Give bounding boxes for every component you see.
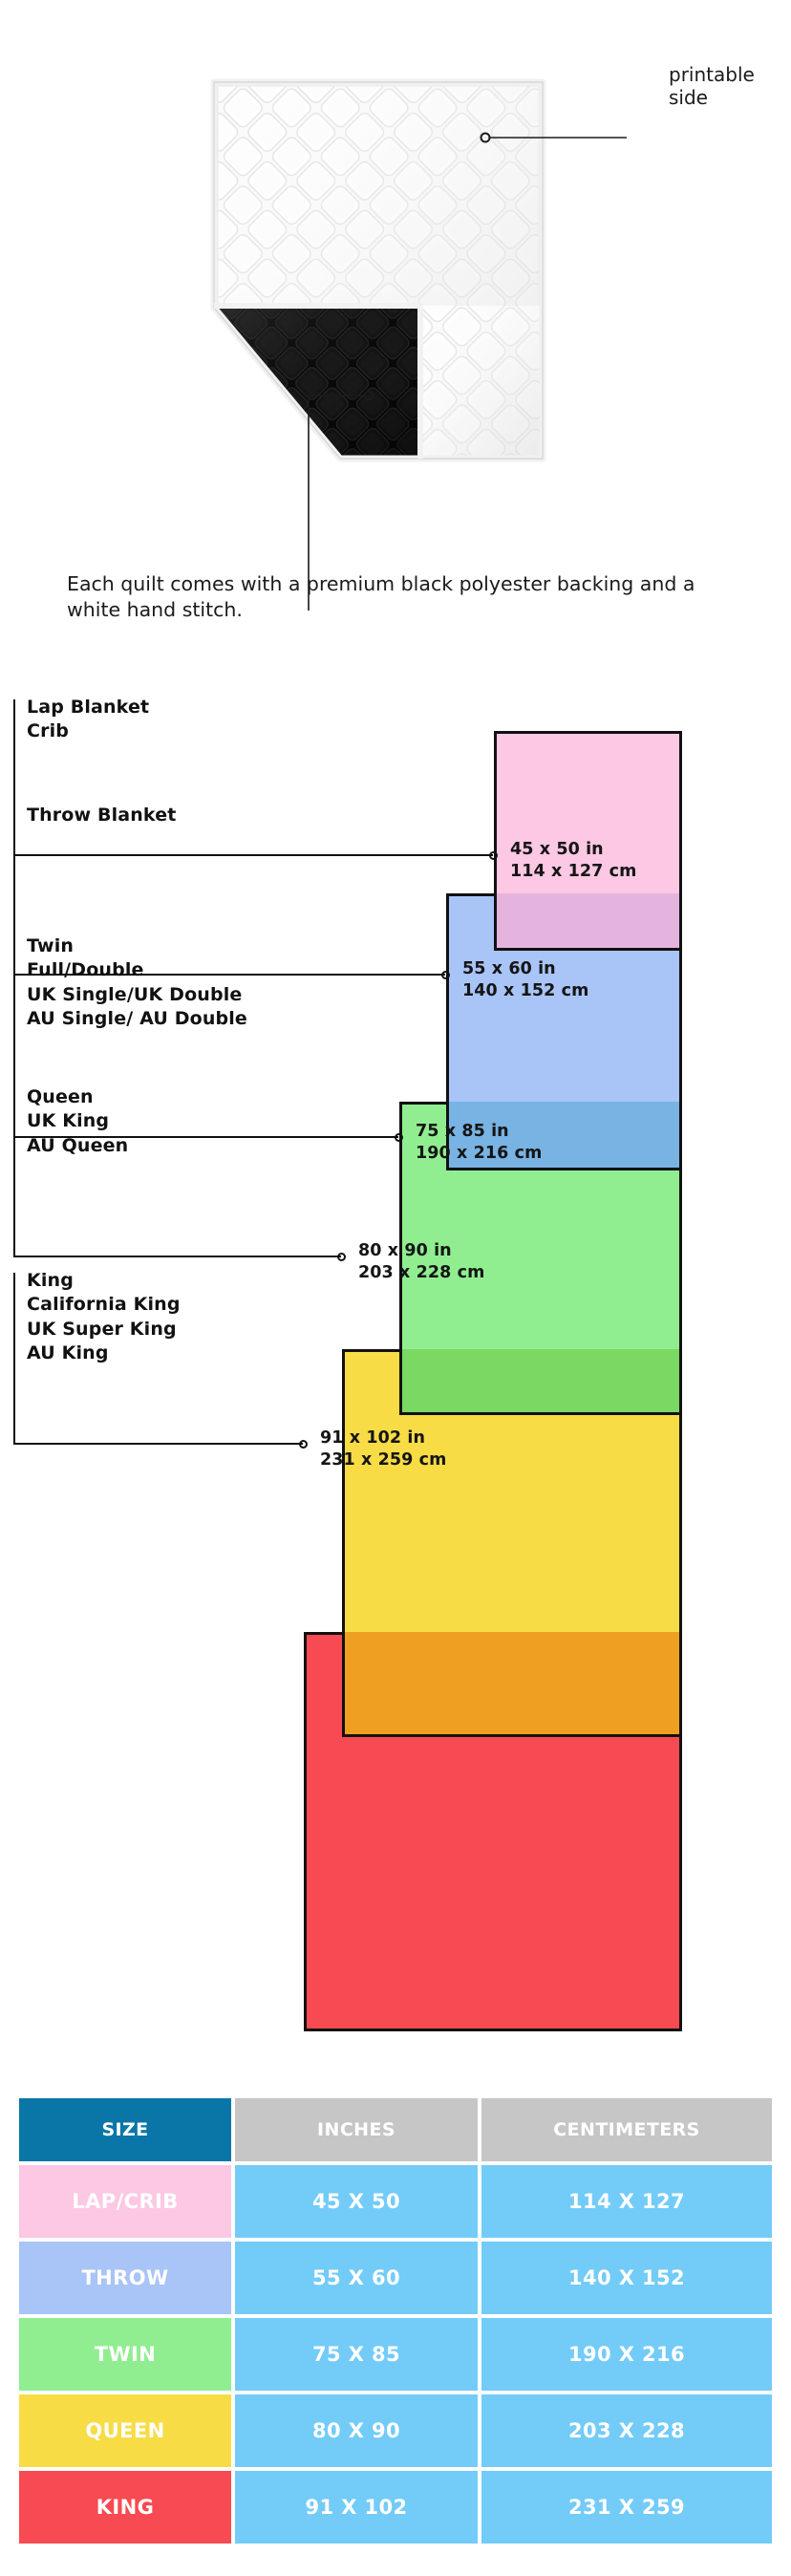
table-header-size: SIZE bbox=[19, 2098, 231, 2161]
size-names-queen: Queen UK King AU Queen bbox=[27, 1086, 129, 1156]
leader-vertical-lap-crib bbox=[13, 699, 15, 856]
table-header-centimeters: CENTIMETERS bbox=[481, 2098, 772, 2161]
product-illustration-section: printable side Each quilt comes with a p… bbox=[0, 0, 791, 631]
leader-dot-lap-crib bbox=[489, 851, 498, 860]
table-cell-inches-lap-crib: 45 X 50 bbox=[235, 2165, 478, 2238]
size-dimensions-twin: 75 x 85 in 190 x 216 cm bbox=[416, 1122, 543, 1163]
leader-horizontal-king bbox=[13, 1443, 303, 1445]
table-cell-inches-king: 91 X 102 bbox=[235, 2471, 478, 2544]
table-cell-centimeters-twin: 190 X 216 bbox=[481, 2318, 772, 2391]
leader-vertical-throw bbox=[13, 807, 15, 976]
table-cell-centimeters-throw: 140 X 152 bbox=[481, 2242, 772, 2314]
table-cell-size-lap-crib: LAP/CRIB bbox=[19, 2165, 231, 2238]
table-row: THROW 55 X 60 140 X 152 bbox=[19, 2242, 772, 2314]
size-dimensions-queen: 80 x 90 in 203 x 228 cm bbox=[358, 1241, 485, 1282]
leader-dot-queen bbox=[337, 1253, 346, 1261]
table-row: QUEEN 80 X 90 203 X 228 bbox=[19, 2394, 772, 2467]
table-row: KING 91 X 102 231 X 259 bbox=[19, 2471, 772, 2544]
leader-dot-throw bbox=[441, 971, 450, 979]
leader-vertical-twin bbox=[13, 938, 15, 1138]
size-dimensions-throw: 55 x 60 in 140 x 152 cm bbox=[462, 959, 589, 1000]
size-dimensions-lap-crib: 45 x 50 in 114 x 127 cm bbox=[510, 840, 637, 881]
size-names-lap-crib: Lap Blanket Crib bbox=[27, 697, 150, 742]
size-names-throw: Throw Blanket bbox=[27, 805, 177, 826]
leader-horizontal-lap-crib bbox=[13, 854, 493, 856]
table-header-inches: INCHES bbox=[235, 2098, 478, 2161]
table-cell-centimeters-queen: 203 X 228 bbox=[481, 2394, 772, 2467]
printable-side-label: printable side bbox=[669, 63, 755, 110]
size-table: SIZE INCHES CENTIMETERS LAP/CRIB 45 X 50… bbox=[19, 2098, 772, 2547]
leader-vertical-king bbox=[13, 1273, 15, 1445]
size-dimensions-king: 91 x 102 in 231 x 259 cm bbox=[320, 1428, 447, 1470]
table-header-row: SIZE INCHES CENTIMETERS bbox=[19, 2098, 772, 2161]
size-comparison-diagram: Lap Blanket Crib 45 x 50 in 114 x 127 cm… bbox=[0, 669, 791, 2054]
leader-horizontal-queen bbox=[13, 1256, 341, 1257]
table-cell-size-throw: THROW bbox=[19, 2242, 231, 2314]
backing-marker-icon bbox=[363, 390, 374, 401]
quilt-image bbox=[210, 78, 627, 611]
table-cell-inches-throw: 55 X 60 bbox=[235, 2242, 478, 2314]
table-cell-size-twin: TWIN bbox=[19, 2318, 231, 2391]
leader-dot-king bbox=[299, 1440, 308, 1449]
leader-vertical-queen bbox=[13, 1089, 15, 1257]
size-names-twin: Twin Full/Double UK Single/UK Double AU … bbox=[27, 935, 247, 1029]
printable-side-marker-icon bbox=[480, 132, 491, 143]
table-cell-size-queen: QUEEN bbox=[19, 2394, 231, 2467]
table-cell-inches-twin: 75 X 85 bbox=[235, 2318, 478, 2391]
backing-caption: Each quilt comes with a premium black po… bbox=[67, 572, 695, 622]
table-row: LAP/CRIB 45 X 50 114 X 127 bbox=[19, 2165, 772, 2238]
table-cell-inches-queen: 80 X 90 bbox=[235, 2394, 478, 2467]
table-row: TWIN 75 X 85 190 X 216 bbox=[19, 2318, 772, 2391]
table-cell-size-king: KING bbox=[19, 2471, 231, 2544]
table-cell-centimeters-king: 231 X 259 bbox=[481, 2471, 772, 2544]
table-cell-centimeters-lap-crib: 114 X 127 bbox=[481, 2165, 772, 2238]
size-names-king: King California King UK Super King AU Ki… bbox=[27, 1270, 181, 1363]
leader-dot-twin bbox=[395, 1133, 403, 1142]
